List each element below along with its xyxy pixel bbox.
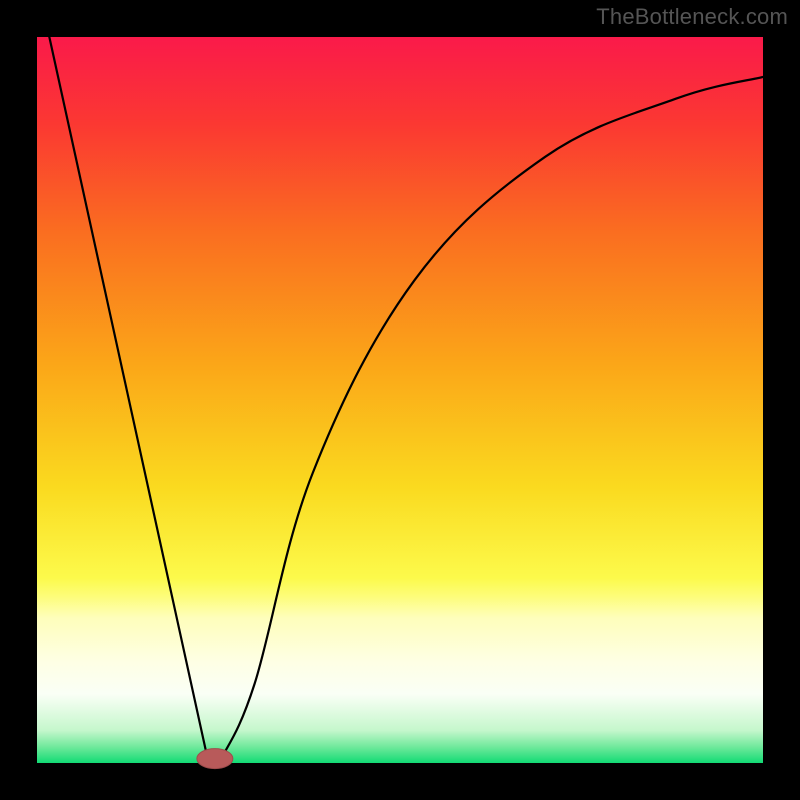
optimum-marker <box>197 749 233 769</box>
plot-background <box>37 37 763 763</box>
watermark-text: TheBottleneck.com <box>596 4 788 30</box>
bottleneck-chart <box>0 0 800 800</box>
chart-container: TheBottleneck.com <box>0 0 800 800</box>
